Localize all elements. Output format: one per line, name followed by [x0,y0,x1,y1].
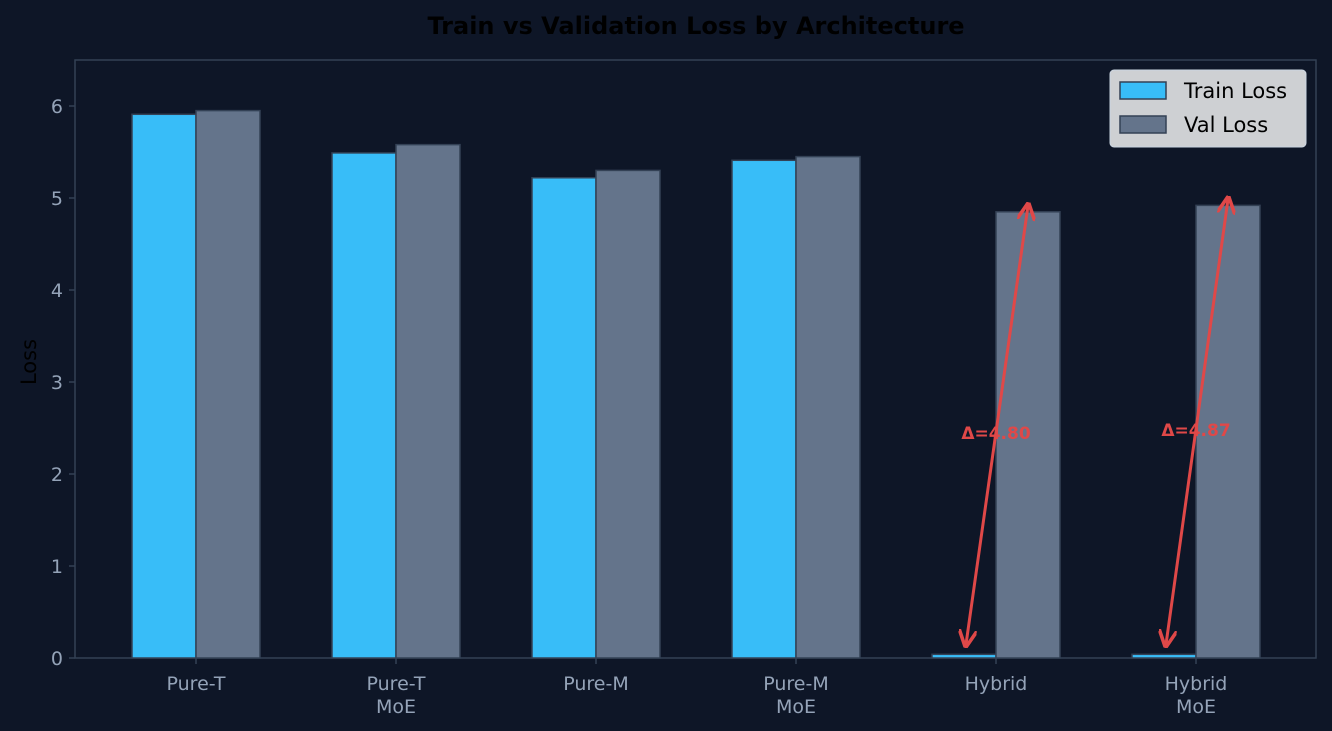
bar-train-3 [731,159,797,659]
x-tick-label: Pure-T [367,673,426,695]
y-tick-label: 2 [51,464,63,486]
y-tick-label: 5 [51,188,63,210]
y-tick-label: 3 [51,372,63,394]
delta-label: Δ=4.80 [961,424,1031,444]
y-tick-label: 1 [51,556,63,578]
y-tick-label: 6 [51,96,63,118]
y-tick-label: 4 [51,280,63,302]
plot-area [74,59,1317,659]
delta-arrow [966,206,1028,645]
bar-val-1 [395,143,461,659]
bar-val-3 [795,155,861,659]
legend-swatch [1119,115,1167,134]
bar-train-0 [131,113,197,659]
y-tick-label: 0 [51,648,63,670]
bar-val-2 [595,169,661,659]
y-axis: 0 1 2 3 4 5 6 [51,96,75,670]
annotations: Δ=4.80 Δ=4.87 [961,199,1230,644]
x-tick-label: Hybrid [1165,673,1228,695]
x-tick-label: MoE [1176,696,1216,718]
delta-arrow [1166,199,1228,644]
x-tick-label: Hybrid [965,673,1028,695]
x-tick-label: Pure-M [763,673,829,695]
bar-train-1 [331,152,397,659]
x-tick-label: Pure-T [167,673,226,695]
x-tick-label: MoE [776,696,816,718]
legend-swatch [1119,81,1167,100]
delta-label: Δ=4.87 [1161,421,1230,441]
y-axis-label: Loss [17,339,41,385]
bar-train-2 [531,177,597,659]
legend-label: Train Loss [1183,79,1287,103]
bar-train-4 [931,653,997,659]
chart-title: Train vs Validation Loss by Architecture [427,12,964,40]
bar-train-5 [1131,653,1197,659]
legend-label: Val Loss [1184,113,1268,137]
x-tick-label: MoE [376,696,416,718]
bar-val-0 [195,109,261,659]
x-tick-label: Pure-M [563,673,629,695]
legend: Train Loss Val Loss [1109,69,1307,148]
bars [131,109,1261,659]
